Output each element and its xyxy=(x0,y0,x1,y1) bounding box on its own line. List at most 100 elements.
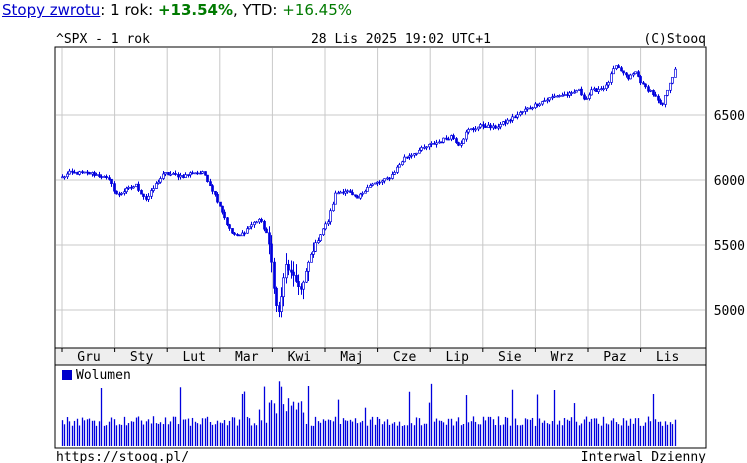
footer-interval: Interwal Dzienny xyxy=(581,450,706,463)
candle-body xyxy=(248,226,251,230)
candle-body xyxy=(425,146,428,149)
candle-body xyxy=(568,92,571,96)
candle-body xyxy=(654,94,657,97)
candle-body xyxy=(263,221,266,230)
candle-body xyxy=(150,190,153,197)
x-tick-label: Gru xyxy=(77,350,100,365)
candle-body xyxy=(71,170,74,173)
candle-body xyxy=(674,68,677,78)
candle-body xyxy=(494,125,497,129)
returns-link[interactable]: Stopy zwrotu xyxy=(2,1,101,19)
candle-body xyxy=(164,172,167,175)
candle-body xyxy=(465,131,468,140)
candle-body xyxy=(553,95,556,98)
candle-body xyxy=(644,83,647,88)
candle-body xyxy=(585,98,588,100)
volume-legend-swatch xyxy=(62,370,72,380)
price-panel-frame xyxy=(54,46,707,349)
candle-body xyxy=(430,143,433,145)
candle-body xyxy=(120,192,123,195)
candle-body xyxy=(445,137,448,140)
candle-body xyxy=(546,99,549,102)
candle-body xyxy=(285,264,288,279)
candle-body xyxy=(393,172,396,175)
candle-body xyxy=(66,173,69,178)
candle-body xyxy=(484,125,487,128)
candle-body xyxy=(462,138,465,144)
candle-body xyxy=(317,240,320,244)
candle-body xyxy=(209,181,212,187)
candle-body xyxy=(179,175,182,178)
chart-symbol-title: ^SPX - 1 rok xyxy=(56,32,150,47)
candle-body xyxy=(666,89,669,96)
candle-body xyxy=(253,221,256,226)
candle-body xyxy=(607,82,610,86)
candle-body xyxy=(292,271,295,276)
candle-body xyxy=(196,172,199,175)
candle-body xyxy=(78,171,81,175)
candle-body xyxy=(548,97,551,101)
x-tick-label: Lip xyxy=(445,350,469,365)
candle-body xyxy=(211,185,214,192)
candle-body xyxy=(597,88,600,92)
candle-body xyxy=(260,218,263,222)
candle-body xyxy=(221,205,224,213)
candle-body xyxy=(415,152,418,155)
x-tick-label: Lut xyxy=(182,350,205,365)
candle-body xyxy=(346,190,349,193)
y-axis-ticks: 5000 5500 6000 6500 xyxy=(714,109,745,319)
candle-body xyxy=(359,193,362,199)
candle-body xyxy=(524,108,527,112)
candle-body xyxy=(452,135,455,139)
candle-body xyxy=(184,174,187,178)
candle-body xyxy=(243,232,246,235)
candle-body xyxy=(255,221,258,224)
volume-bars xyxy=(61,381,677,446)
candle-body xyxy=(563,94,566,96)
candle-body xyxy=(322,228,325,236)
candle-body xyxy=(410,154,413,157)
ytd-label: , YTD: xyxy=(233,1,283,19)
candle-body xyxy=(214,190,217,195)
x-tick-label: Maj xyxy=(340,350,363,365)
candle-body xyxy=(442,137,445,143)
candle-body xyxy=(401,161,404,166)
footer-url[interactable]: https://stooq.pl/ xyxy=(56,450,189,463)
candle-body xyxy=(223,211,226,219)
candle-body xyxy=(661,102,664,105)
candle-body xyxy=(174,173,177,175)
chart-datetime: 28 Lis 2025 19:02 UTC+1 xyxy=(311,32,491,47)
candle-body xyxy=(634,71,637,75)
candle-body xyxy=(403,156,406,163)
candle-body xyxy=(241,232,244,237)
candle-body xyxy=(339,191,342,194)
candle-body xyxy=(280,296,283,313)
candle-body xyxy=(588,94,591,99)
candle-body xyxy=(652,90,655,96)
candle-body xyxy=(374,182,377,185)
candle-body xyxy=(526,107,529,110)
candle-body xyxy=(228,224,231,229)
candle-body xyxy=(629,74,632,80)
candle-body xyxy=(83,171,86,174)
candle-body xyxy=(516,114,519,118)
candle-body xyxy=(108,177,111,180)
candle-body xyxy=(329,210,332,223)
candle-body xyxy=(408,155,411,158)
candle-body xyxy=(219,201,222,207)
candle-body xyxy=(381,180,384,183)
candle-body xyxy=(669,82,672,91)
returns-colon: : xyxy=(100,1,106,19)
candle-body xyxy=(364,191,367,194)
candle-body xyxy=(511,116,514,121)
candle-body xyxy=(371,183,374,186)
volume-legend-label: Wolumen xyxy=(76,368,131,383)
candle-body xyxy=(605,84,608,90)
y-tick-label: 6000 xyxy=(714,174,745,189)
candle-body xyxy=(637,71,640,77)
candle-body xyxy=(538,103,541,107)
candle-body xyxy=(159,178,162,183)
candle-body xyxy=(206,174,209,182)
candle-body xyxy=(620,67,623,72)
